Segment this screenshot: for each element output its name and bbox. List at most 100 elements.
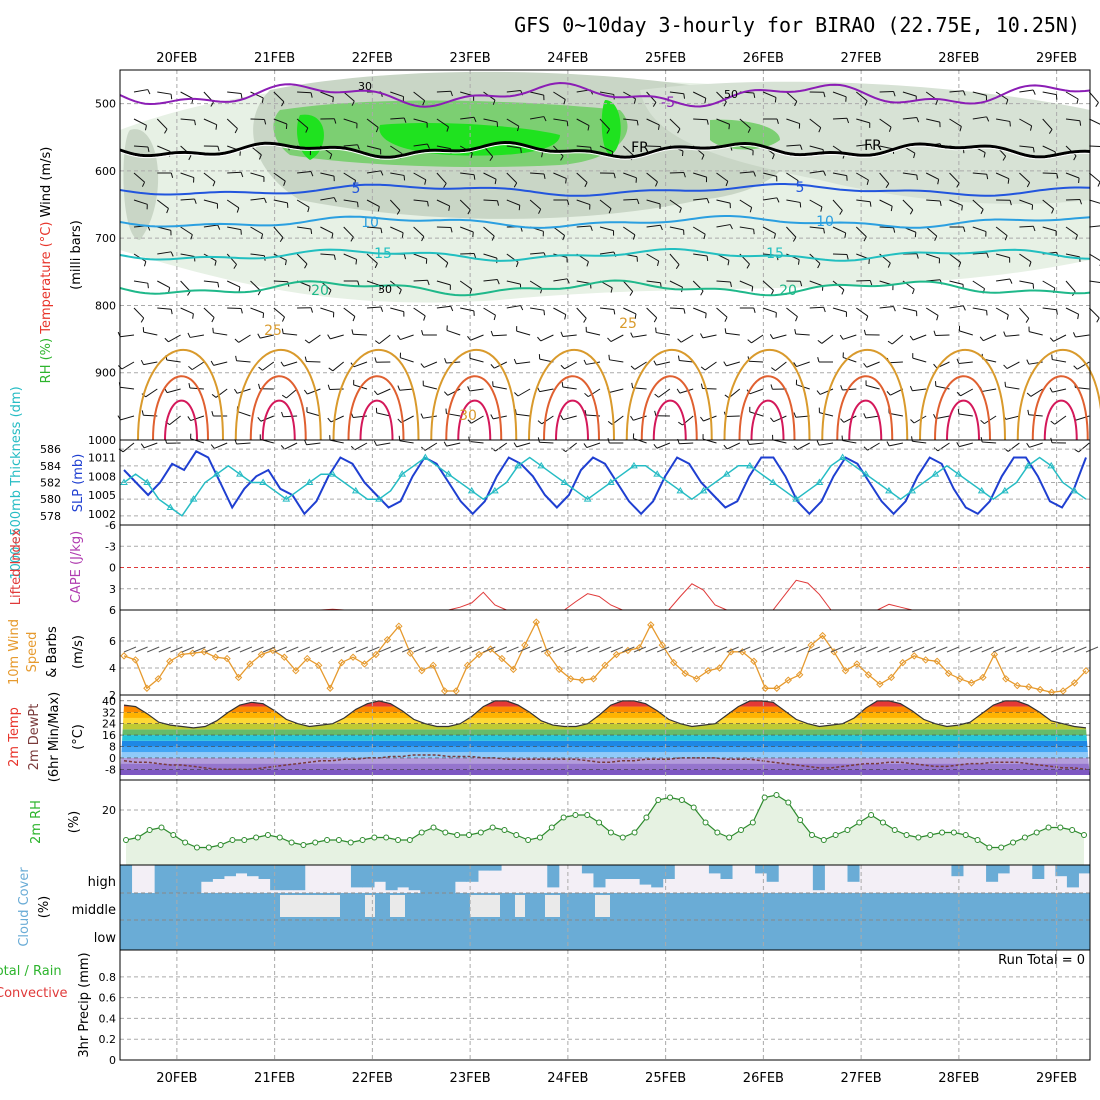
wind-barb-10m [251,646,264,653]
wind-barb-flag [170,94,173,100]
wind-barb-flag [795,316,798,322]
wind-barb-flag [792,236,797,242]
wind-barb [610,334,624,343]
wind-barb [692,226,706,235]
wind-ylabel3: & Barbs [45,626,60,678]
wind-barb-flag [211,393,217,398]
wind-barb [329,439,344,444]
wind-barb [958,413,973,417]
wind-barb-flag [864,100,868,106]
wind-speed-point [337,658,346,667]
wind-barb-10m [494,646,508,653]
wind-barb [693,118,708,121]
wind-speed-point [1059,687,1067,695]
cloud-high-bar [223,865,236,877]
wind-barb [236,360,251,363]
wind-barb-flag [587,125,590,131]
wind-barb-flag [187,332,191,338]
wind-ylabel2: Speed [25,632,40,673]
wind-barb [236,442,251,445]
wind-barb-flag [304,439,307,445]
wind-barb [716,172,729,182]
wind-barb-flag [168,287,171,293]
wind-barb-flag [374,340,380,345]
wind-barb [330,334,344,340]
temp-band [120,717,1090,724]
cloud-high-bar [812,865,825,891]
thickness-line [123,456,1087,517]
wind-barb-flag [793,362,797,367]
wind-barb-flag [724,394,730,399]
wind-barb [902,199,914,211]
wind-speed-point [578,676,586,684]
wind-barb [1042,199,1054,210]
thickness-point [769,478,777,485]
wind-barb [926,199,941,202]
thickness-point [537,461,546,469]
wind-barb [576,172,588,183]
cloud-high-bar [651,865,664,888]
wind-barb-flag [869,280,873,286]
wind-barb [203,199,218,205]
temp-contour-30 [836,375,894,441]
wind-speed-point [566,675,575,683]
wind-speed-point [246,660,254,668]
wind-barb [959,330,973,336]
wind-barb-flag [1096,317,1100,323]
wind-barb [1019,145,1034,148]
wind-barb-flag [566,278,570,284]
wind-barb-flag [724,328,727,334]
contour-label: 25 [264,323,282,339]
wind-speed-point [589,675,598,683]
wind-barb-flag [427,143,430,149]
wind-barb-flag [380,228,383,234]
wind-speed-point [704,667,712,675]
rh-point [300,842,307,848]
rh-point [430,824,437,831]
wind-speed-point [314,661,323,670]
wind-barb [960,388,974,397]
wind-barb [413,253,427,260]
cloud-high-bar [120,865,133,893]
wind-barb [166,359,181,363]
wind-barb-flag [473,253,477,259]
rh-point [643,814,650,821]
wind-speed-point [406,649,415,657]
wind-barb-flag [916,253,919,259]
upper-air-ylabel: RH (%) Temperature (°C) Wind (m/s) [39,147,54,384]
contour-label: 5 [796,180,805,196]
wind-barb [283,361,298,367]
wind-barb-flag [473,117,477,123]
wind-barb [297,171,312,174]
wind-barb [646,199,661,205]
panel-frame-precip [119,949,1091,1061]
wind-barb [623,307,637,315]
wind-barb [786,172,799,182]
temp-contour-35 [750,399,785,441]
run-total-label: Run Total = 0 [998,953,1085,968]
wind-barb [819,412,834,417]
wind-barb [832,91,847,98]
y-tick-label: 500 [95,98,116,111]
wind-barb [145,388,158,398]
wind-barb-flag [652,102,657,107]
wind-barb [669,226,684,231]
wind-barb [958,361,973,364]
wind-barb-flag [143,261,147,267]
wind-barb-flag [443,391,449,396]
wind-barb [553,307,566,316]
wind-barb [297,91,312,94]
wind-barb [866,361,880,368]
wind-barb [273,226,284,238]
wind-barb-flag [1076,98,1079,104]
wind-barb-flag [331,233,334,239]
wind-barb-flag [141,410,144,416]
wind-barb-flag [513,442,518,448]
wind-barb-flag [423,315,426,321]
wind-barb-flag [608,354,610,360]
wind-barb [949,172,960,184]
wind-barb-flag [284,260,287,266]
wind-barb [1042,145,1056,153]
wind-barb-10m [680,646,693,653]
cloud-high-bar [1055,865,1068,877]
